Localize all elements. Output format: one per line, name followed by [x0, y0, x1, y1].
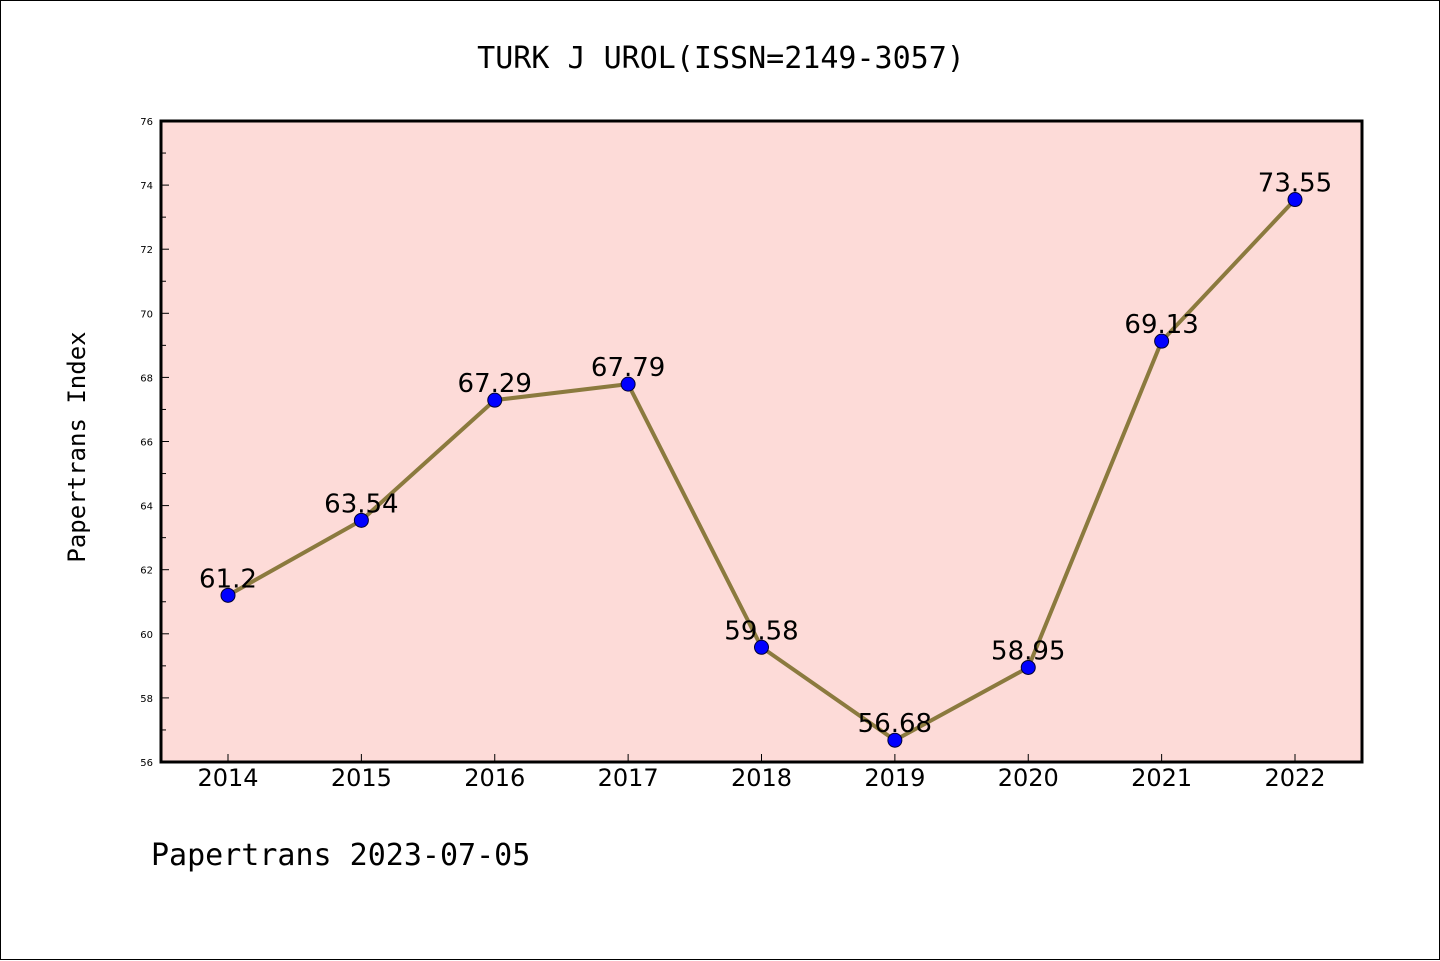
y-tick-label: 60 — [140, 630, 153, 641]
x-tick-label: 2014 — [197, 764, 258, 792]
x-tick-label: 2020 — [998, 764, 1059, 792]
data-label: 67.79 — [591, 353, 665, 383]
x-tick-label: 2018 — [731, 764, 792, 792]
data-labels: 61.2 63.54 67.29 67.79 59.58 56.68 58.95 69.13 7… — [199, 169, 1332, 740]
data-label: 63.54 — [324, 489, 398, 519]
chart-title: TURK J UROL(ISSN=2149-3057) — [477, 41, 965, 76]
x-tick-label: 2022 — [1264, 764, 1325, 792]
data-point — [220, 587, 236, 603]
data-label: 61.2 — [199, 564, 257, 594]
x-axis: 2014 2015 2016 2017 2018 2019 2020 2021 2022 — [197, 754, 1326, 792]
plot-area — [159, 119, 1364, 764]
data-point — [754, 639, 769, 655]
data-label: 69.13 — [1124, 310, 1198, 340]
data-label: 56.68 — [858, 709, 932, 739]
y-tick-label: 72 — [140, 245, 153, 256]
x-tick-label: 2015 — [331, 764, 392, 792]
y-tick-label: 58 — [140, 694, 153, 705]
x-tick-label: 2016 — [464, 764, 525, 792]
y-tick-label: 62 — [140, 566, 153, 577]
data-point — [353, 512, 369, 528]
y-tick-label: 74 — [140, 181, 153, 192]
y-tick-label: 56 — [140, 758, 153, 769]
footer-watermark: Papertrans 2023-07-05 — [151, 838, 530, 873]
y-axis: 56 58 60 62 64 66 68 70 72 74 76 — [140, 117, 169, 769]
x-tick-label: 2017 — [598, 764, 659, 792]
data-point — [1020, 659, 1036, 675]
y-tick-label: 64 — [140, 502, 153, 513]
data-point — [887, 732, 903, 748]
data-label: 73.55 — [1258, 169, 1332, 199]
x-tick-label: 2019 — [864, 764, 925, 792]
data-label: 67.29 — [458, 369, 532, 399]
data-point — [1287, 192, 1303, 208]
data-label: 59.58 — [724, 616, 798, 646]
y-tick-label: 76 — [140, 117, 153, 128]
series-layer — [220, 192, 1303, 748]
y-tick-label: 68 — [140, 373, 153, 384]
data-point — [487, 392, 503, 408]
data-label: 58.95 — [991, 636, 1065, 666]
y-axis-label: Papertrans Index — [63, 331, 91, 562]
y-tick-label: 66 — [140, 438, 153, 449]
x-tick-label: 2021 — [1131, 764, 1192, 792]
data-point — [620, 376, 636, 392]
y-tick-label: 70 — [140, 309, 153, 320]
data-point — [1154, 333, 1170, 349]
